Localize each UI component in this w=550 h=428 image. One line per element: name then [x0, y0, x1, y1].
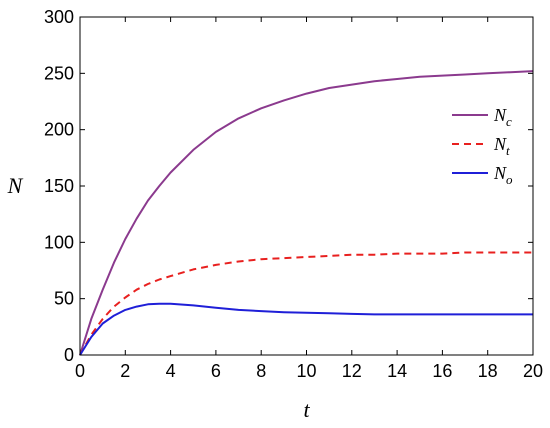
legend-label-main: N	[493, 163, 507, 183]
legend-label-subscript: t	[506, 143, 510, 158]
legend-label-subscript: c	[506, 114, 512, 129]
y-tick-label: 50	[54, 289, 74, 309]
x-tick-label: 8	[256, 361, 266, 381]
series-line-t	[79, 251, 533, 356]
y-tick-label: 0	[64, 345, 74, 365]
x-tick-label: 2	[120, 361, 130, 381]
legend-label-subscript: o	[506, 172, 513, 187]
legend-label-c: Nc	[493, 105, 512, 129]
legend-label-main: N	[493, 105, 507, 125]
x-tick-label: 16	[432, 361, 452, 381]
legend-label-t: Nt	[493, 134, 510, 158]
plot-frame	[79, 16, 534, 356]
x-tick-label: 0	[75, 361, 85, 381]
x-tick-label: 18	[478, 361, 498, 381]
x-axis-label: t	[303, 397, 310, 422]
legend-label-main: N	[493, 134, 507, 154]
y-axis-label: N	[7, 173, 24, 198]
y-tick-label: 150	[44, 176, 74, 196]
x-tick-label: 4	[166, 361, 176, 381]
series-line-c	[79, 70, 534, 356]
y-tick-label: 100	[44, 232, 74, 252]
y-tick-label: 200	[44, 120, 74, 140]
series-lines	[79, 70, 534, 356]
x-tick-label: 20	[523, 361, 543, 381]
series-line-o	[79, 302, 533, 356]
y-tick-label: 300	[44, 7, 74, 27]
x-tick-label: 10	[296, 361, 316, 381]
legend-label-o: No	[493, 163, 513, 187]
y-tick-label: 250	[44, 63, 74, 83]
x-tick-label: 14	[387, 361, 407, 381]
x-tick-label: 6	[211, 361, 221, 381]
x-tick-label: 12	[342, 361, 362, 381]
